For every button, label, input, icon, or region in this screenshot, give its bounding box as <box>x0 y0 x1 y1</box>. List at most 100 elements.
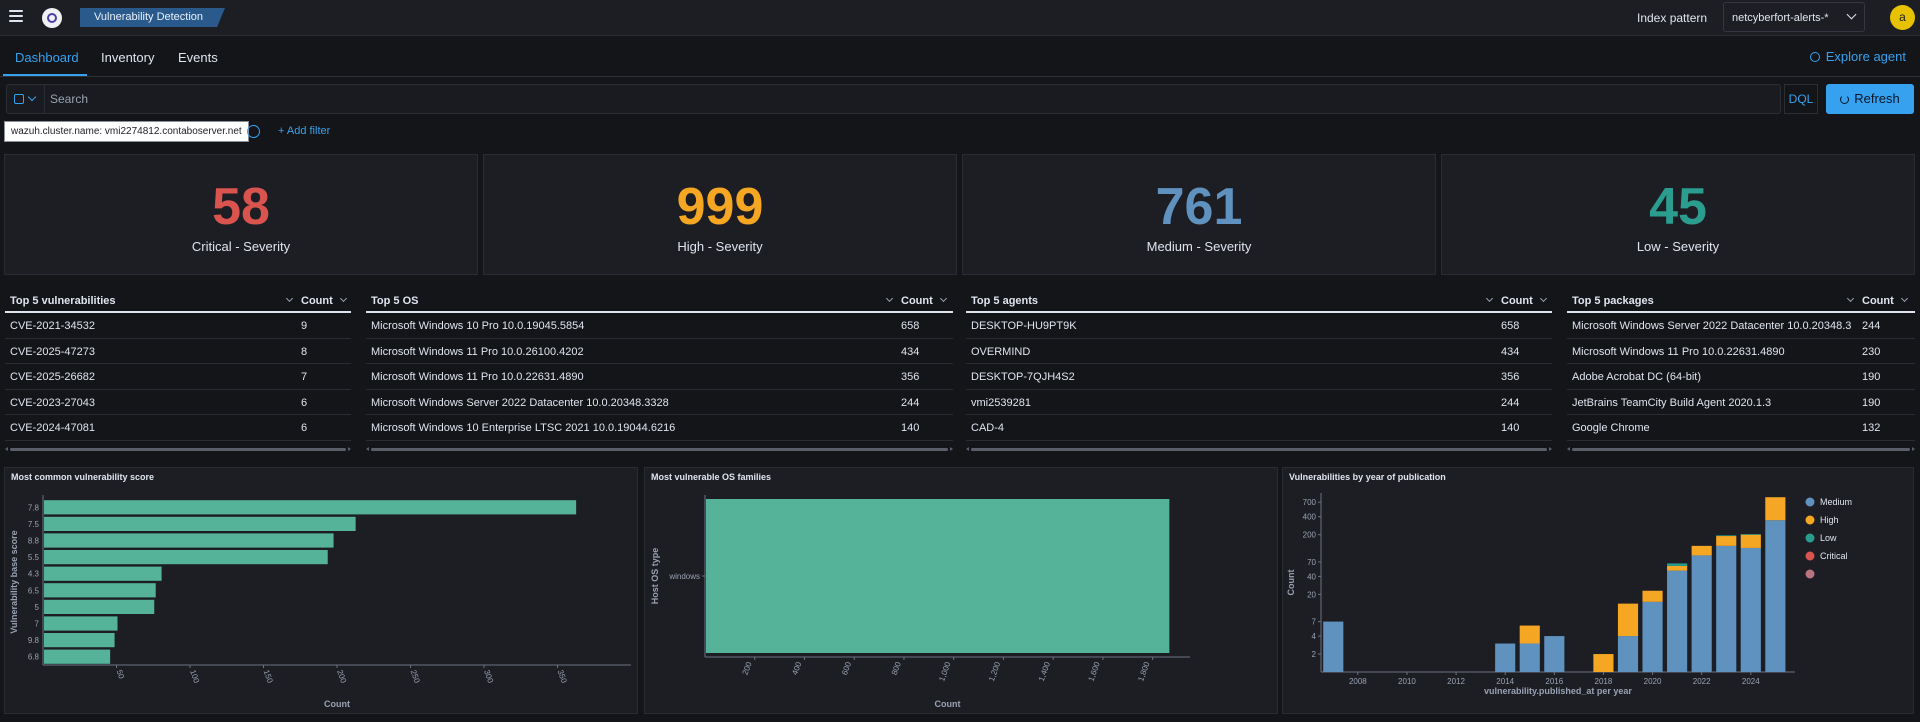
add-filter-button[interactable]: + Add filter <box>278 125 331 137</box>
row-name: CVE-2024-47081 <box>10 422 96 434</box>
user-avatar[interactable]: a <box>1890 5 1915 30</box>
chart-title: Vulnerabilities by year of publication <box>1289 472 1446 482</box>
chart-bar <box>706 499 1170 653</box>
metric-label: Low - Severity <box>1636 239 1720 254</box>
active-tab-indicator <box>3 74 87 76</box>
sort-icon[interactable] <box>339 294 348 303</box>
table-row[interactable]: Microsoft Windows Server 2022 Datacenter… <box>366 390 953 415</box>
chart-bar-segment <box>1765 520 1786 672</box>
filter-pill[interactable]: wazuh.cluster.name: vmi2274812.contabose… <box>4 121 249 142</box>
tab-events[interactable]: Events <box>178 50 218 65</box>
table-row[interactable]: CVE-2021-34532 9 <box>5 313 351 339</box>
table-row[interactable]: CVE-2025-47273 8 <box>5 339 351 364</box>
x-axis-title: Count <box>935 699 961 709</box>
chart-bar <box>44 599 155 614</box>
row-name: CVE-2021-34532 <box>10 320 96 332</box>
x-axis-title: vulnerability.published_at per year <box>1484 686 1632 696</box>
chart-bar <box>44 516 356 531</box>
horizontal-scrollbar[interactable] <box>1567 447 1915 452</box>
row-name: CVE-2023-27043 <box>10 396 96 409</box>
table-row[interactable]: Google Chrome 132 <box>1567 415 1915 441</box>
sort-icon[interactable] <box>885 294 894 303</box>
table-row[interactable]: vmi2539281 244 <box>966 390 1552 415</box>
column-header-count[interactable]: Count <box>1501 295 1533 307</box>
refresh-icon <box>1840 95 1850 104</box>
metric-value: 999 <box>676 178 764 236</box>
table-row[interactable]: Microsoft Windows 11 Pro 10.0.22631.4890… <box>366 364 953 390</box>
query-language-button[interactable]: DQL <box>1784 84 1818 114</box>
tab-dashboard[interactable]: Dashboard <box>15 50 79 65</box>
search-input[interactable] <box>50 85 1750 113</box>
sort-icon[interactable] <box>1539 294 1548 303</box>
saved-query-menu[interactable] <box>7 85 45 113</box>
top-agents-table: Top 5 agents Count DESKTOP-HU9PT9K 658 OVERM… <box>966 289 1552 452</box>
y-tick-label: 5 <box>35 603 40 612</box>
table-row[interactable]: Microsoft Windows 11 Pro 10.0.26100.4202… <box>366 339 953 364</box>
x-tick-label: 50 <box>115 669 127 681</box>
refresh-button[interactable]: Refresh <box>1826 84 1914 114</box>
row-count: 356 <box>901 371 920 383</box>
column-header-name[interactable]: Top 5 OS <box>371 295 419 307</box>
sort-icon[interactable] <box>285 294 294 303</box>
top-vulnerabilities-table: Top 5 vulnerabilities Count CVE-2021-34532… <box>5 289 351 452</box>
row-count: 190 <box>1862 396 1881 409</box>
sort-icon[interactable] <box>939 294 948 303</box>
row-name: Microsoft Windows Server 2022 Datacenter… <box>1572 320 1852 332</box>
filter-options-icon[interactable] <box>247 125 260 138</box>
row-count: 140 <box>1501 422 1520 434</box>
column-header-count[interactable]: Count <box>901 295 933 307</box>
vuln-score-panel: Most common vulnerability score 7.8 7.5 8.… <box>4 467 638 714</box>
tab-inventory[interactable]: Inventory <box>101 50 155 65</box>
sort-icon[interactable] <box>1846 294 1855 303</box>
row-name: vmi2539281 <box>971 396 1031 409</box>
explore-agent-button[interactable]: Explore agent <box>1809 49 1906 64</box>
column-header-name[interactable]: Top 5 agents <box>971 295 1039 307</box>
metric-value: 45 <box>1649 178 1707 236</box>
chart-bar <box>44 616 118 631</box>
table-row[interactable]: CVE-2023-27043 6 <box>5 390 351 415</box>
table-row[interactable]: DESKTOP-7QJH4S2 356 <box>966 364 1552 390</box>
table-row[interactable]: Microsoft Windows Server 2022 Datacenter… <box>1567 313 1915 339</box>
app-logo-icon[interactable] <box>42 8 62 28</box>
row-name: CAD-4 <box>971 422 1005 434</box>
table-row[interactable]: CAD-4 140 <box>966 415 1552 441</box>
column-header-name[interactable]: Top 5 vulnerabilities <box>10 295 116 307</box>
column-header-name[interactable]: Top 5 packages <box>1572 295 1654 307</box>
x-tick-label: 200 <box>741 660 754 676</box>
table-row[interactable]: Microsoft Windows 10 Pro 10.0.19045.5854… <box>366 313 953 339</box>
horizontal-scrollbar[interactable] <box>366 447 953 452</box>
row-count: 244 <box>1862 320 1881 332</box>
legend-label: Critical <box>1820 551 1848 561</box>
sort-icon[interactable] <box>1485 294 1494 303</box>
table-row[interactable]: CVE-2024-47081 6 <box>5 415 351 441</box>
menu-icon[interactable] <box>9 10 23 24</box>
chart-bar <box>44 500 577 515</box>
index-pattern-select[interactable]: netcyberfort-alerts-* <box>1723 2 1865 32</box>
row-count: 434 <box>901 345 920 358</box>
column-header-count[interactable]: Count <box>301 295 333 307</box>
horizontal-scrollbar[interactable] <box>5 447 351 452</box>
row-name: Microsoft Windows 10 Enterprise LTSC 202… <box>371 422 676 434</box>
row-count: 6 <box>301 396 308 409</box>
table-row[interactable]: OVERMIND 434 <box>966 339 1552 364</box>
table-row[interactable]: CVE-2025-26682 7 <box>5 364 351 390</box>
row-name: Microsoft Windows 11 Pro 10.0.26100.4202 <box>371 345 584 358</box>
table-row[interactable]: Microsoft Windows 11 Pro 10.0.22631.4890… <box>1567 339 1915 364</box>
legend-label: Medium <box>1820 497 1852 507</box>
y-tick-label: 20 <box>1307 590 1316 599</box>
metric-high: 999 High - Severity <box>483 154 957 275</box>
row-name: DESKTOP-HU9PT9K <box>971 320 1077 332</box>
table-row[interactable]: JetBrains TeamCity Build Agent 2020.1.3 1… <box>1567 390 1915 415</box>
table-row[interactable]: DESKTOP-HU9PT9K 658 <box>966 313 1552 339</box>
x-tick-label: 200 <box>335 669 348 685</box>
horizontal-scrollbar[interactable] <box>966 447 1552 452</box>
y-tick-label: 7 <box>1312 618 1317 627</box>
app-title-badge[interactable]: Vulnerability Detection <box>80 8 225 27</box>
column-header-count[interactable]: Count <box>1862 295 1894 307</box>
table-row[interactable]: Microsoft Windows 10 Enterprise LTSC 202… <box>366 415 953 441</box>
chart-bar-segment <box>1667 563 1688 566</box>
table-row[interactable]: Adobe Acrobat DC (64-bit) 190 <box>1567 364 1915 390</box>
metric-medium: 761 Medium - Severity <box>962 154 1436 275</box>
sort-icon[interactable] <box>1900 294 1909 303</box>
x-tick-label: 1,000 <box>937 660 952 682</box>
